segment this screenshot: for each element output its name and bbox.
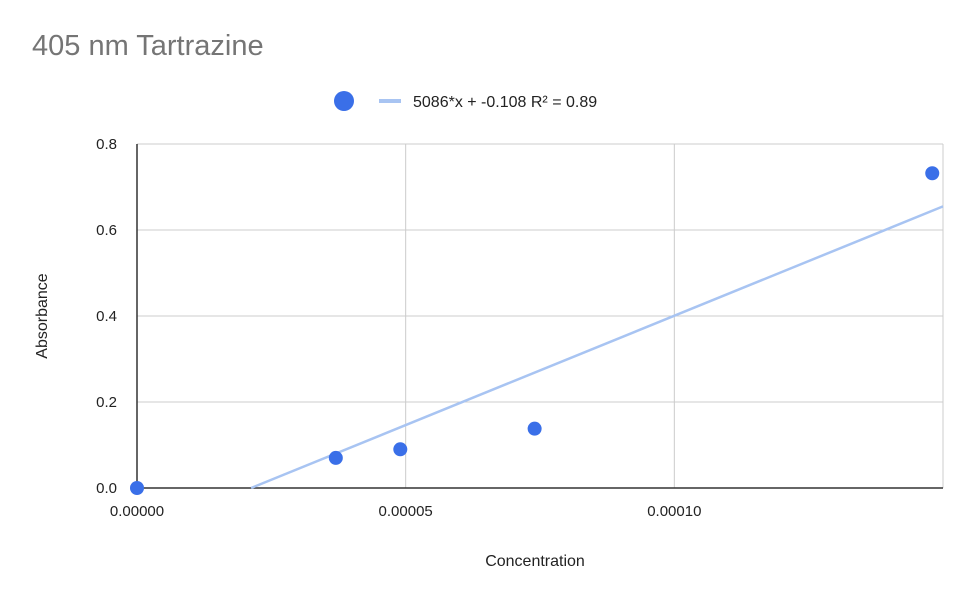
legend-trendline-label: 5086*x + -0.108 R² = 0.89 — [413, 94, 597, 111]
x-tick-label: 0.00000 — [110, 503, 164, 520]
data-point[interactable] — [130, 481, 144, 495]
data-point[interactable] — [925, 166, 940, 181]
trendline — [250, 205, 944, 490]
y-axis-title: Absorbance — [34, 273, 51, 358]
y-tick-label: 0.6 — [96, 222, 117, 239]
data-points — [130, 166, 940, 495]
y-tick-label: 0.2 — [96, 394, 117, 411]
grid-lines — [137, 143, 944, 488]
tick-labels: 0.0 0.2 0.4 0.6 0.8 0.00000 0.00005 0.00010 — [96, 136, 701, 520]
legend[interactable]: 5086*x + -0.108 R² = 0.89 — [334, 91, 597, 111]
x-tick-label: 0.00005 — [379, 503, 433, 520]
y-tick-label: 0.0 — [96, 480, 117, 497]
y-tick-label: 0.8 — [96, 136, 117, 153]
data-point[interactable] — [527, 421, 542, 436]
axes — [136, 144, 943, 489]
x-axis-title: Concentration — [485, 553, 585, 570]
chart-title: 405 nm Tartrazine — [32, 30, 264, 62]
data-point[interactable] — [393, 442, 408, 457]
y-tick-label: 0.4 — [96, 308, 117, 325]
legend-point-marker — [334, 91, 354, 111]
data-point[interactable] — [328, 450, 343, 465]
x-tick-label: 0.00010 — [647, 503, 701, 520]
trendline-layer — [250, 205, 944, 490]
